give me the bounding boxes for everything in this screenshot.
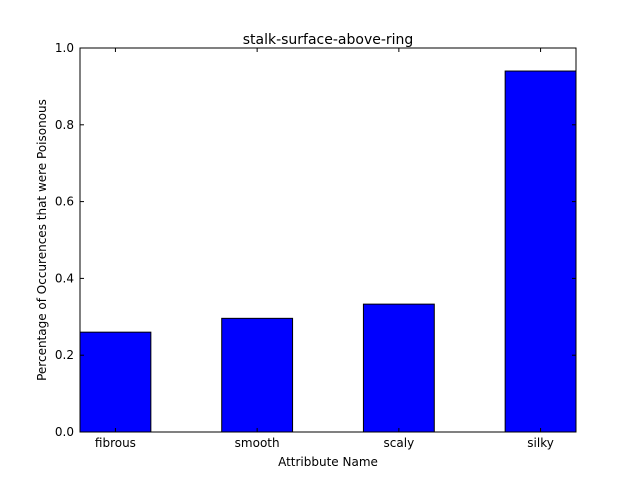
- y-tick-label: 0.0: [55, 425, 74, 439]
- x-tick-label-silky: silky: [527, 436, 554, 450]
- x-axis-ticks: fibrous smooth scaly silky: [95, 48, 554, 450]
- x-axis-label: Attribbute Name: [278, 455, 378, 469]
- bar-scaly: [362, 303, 435, 433]
- y-axis-ticks: 0.0 0.2 0.4 0.6 0.8 1.0: [55, 41, 576, 439]
- bar-fibrous: [79, 331, 152, 433]
- y-tick-label: 0.6: [55, 195, 74, 209]
- bar-smooth: [221, 317, 294, 433]
- x-tick-label-smooth: smooth: [235, 436, 280, 450]
- bars-layer: [79, 70, 577, 433]
- y-tick-label: 0.2: [55, 348, 74, 362]
- axes-frame: [79, 47, 577, 433]
- x-tick-label-fibrous: fibrous: [95, 436, 136, 450]
- y-tick-label: 1.0: [55, 41, 74, 55]
- x-tick-label-scaly: scaly: [384, 436, 415, 450]
- plot-frame: [79, 47, 577, 433]
- bar-silky: [504, 70, 577, 433]
- chart-title: stalk-surface-above-ring: [243, 32, 414, 48]
- y-tick-label: 0.4: [55, 271, 74, 285]
- y-axis-label: Percentage of Occurences that were Poiso…: [35, 99, 49, 381]
- y-tick-label: 0.8: [55, 118, 74, 132]
